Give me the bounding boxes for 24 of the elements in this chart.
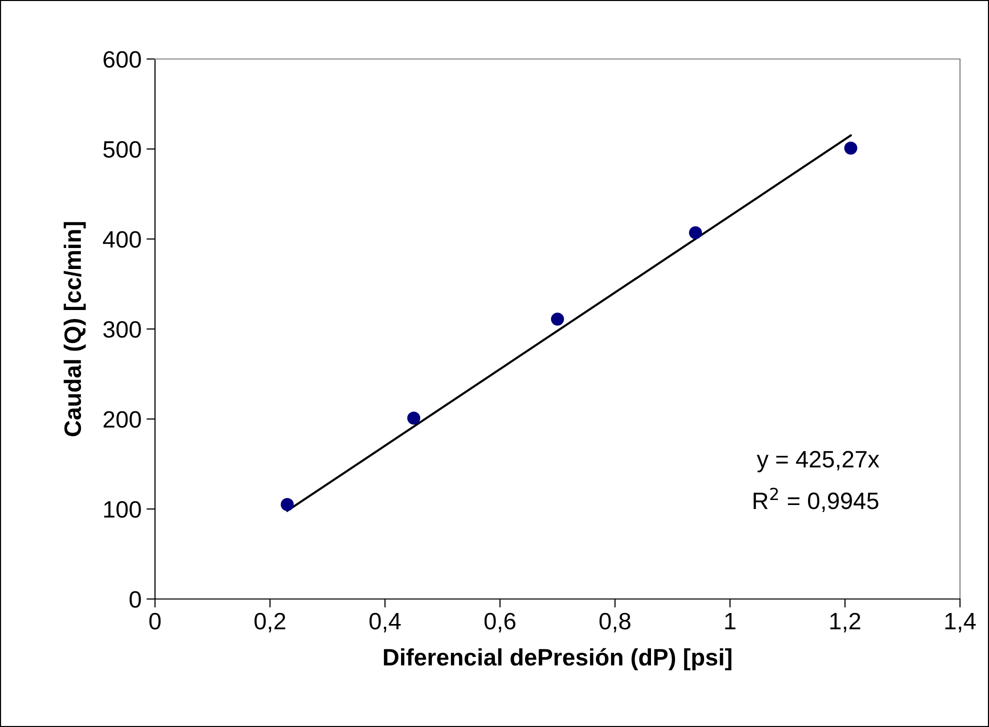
- point: [550, 312, 564, 326]
- x-tick-label: 0,2: [254, 612, 286, 632]
- point: [844, 142, 858, 155]
- x-axis-title: Diferencial dePresión (dP) [psi]: [384, 648, 732, 670]
- x-tick-label: 1: [725, 613, 736, 630]
- y-tick-label: 400: [102, 231, 141, 248]
- y-tick-label: 100: [104, 501, 141, 518]
- y-tick-label: 300: [103, 321, 141, 338]
- y-tick-label: 500: [103, 141, 141, 158]
- annotation: R$^{2}$ = 0,9945: [754, 488, 878, 512]
- x-tick-label: 0: [149, 612, 161, 630]
- y-tick-label: 200: [104, 411, 141, 428]
- point: [280, 498, 294, 512]
- y-axis-title: Caudal (Q) [cc/min]: [64, 222, 86, 436]
- annotation: y = 425,27x: [756, 450, 880, 472]
- x-tick-label: 0,8: [600, 612, 630, 632]
- y-tick-label: 600: [104, 51, 141, 68]
- y-tick-label: 0: [130, 591, 141, 608]
- point: [407, 412, 420, 425]
- x-tick-label: 1,4: [945, 613, 976, 632]
- x-tick-label: 1,2: [830, 612, 860, 632]
- x-tick-label: 0,6: [484, 612, 516, 632]
- point: [688, 226, 702, 240]
- x-tick-label: 0,4: [370, 612, 401, 632]
